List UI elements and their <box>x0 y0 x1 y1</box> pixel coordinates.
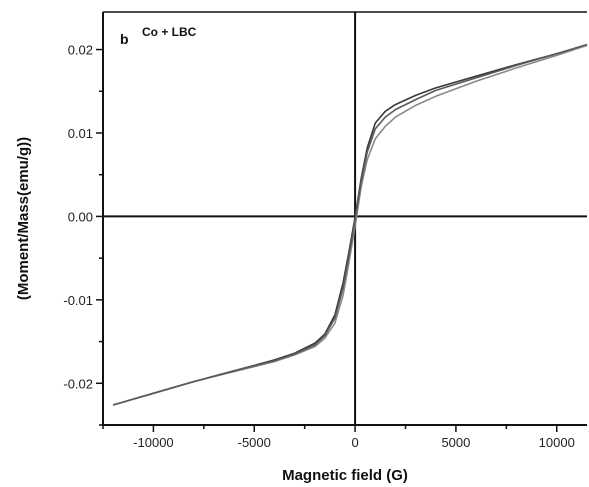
y-axis-title: (Moment/Mass(emu/g)) <box>15 137 32 300</box>
zero-lines <box>103 12 587 425</box>
series-line-3 <box>112 43 588 406</box>
panel-label: b <box>120 31 129 47</box>
x-tick-label: -5000 <box>238 435 271 450</box>
x-tick-label: 10000 <box>539 435 575 450</box>
series-layer <box>112 43 588 406</box>
chart-annotation: Co + LBC <box>142 25 197 39</box>
plot-frame <box>102 11 587 426</box>
x-axis-title: Magnetic field (G) <box>282 467 408 484</box>
series-line-2 <box>112 44 588 406</box>
x-tick-label: 0 <box>351 435 358 450</box>
series-line-1 <box>112 44 588 406</box>
ticks-layer: -10000 -5000 0 5000 10000 -0.02 -0.01 0.00 0.01 0… <box>63 43 574 450</box>
y-tick-label: -0.01 <box>63 293 93 308</box>
x-tick-label: 5000 <box>441 435 470 450</box>
x-tick-label: -10000 <box>133 435 173 450</box>
y-tick-label: 0.00 <box>68 209 93 224</box>
y-tick-label: 0.01 <box>68 126 93 141</box>
y-tick-label: -0.02 <box>63 376 93 391</box>
labels-layer: b Co + LBC Magnetic field (G) (Moment/Mass(… <box>15 25 408 484</box>
y-tick-label: 0.02 <box>68 43 93 58</box>
